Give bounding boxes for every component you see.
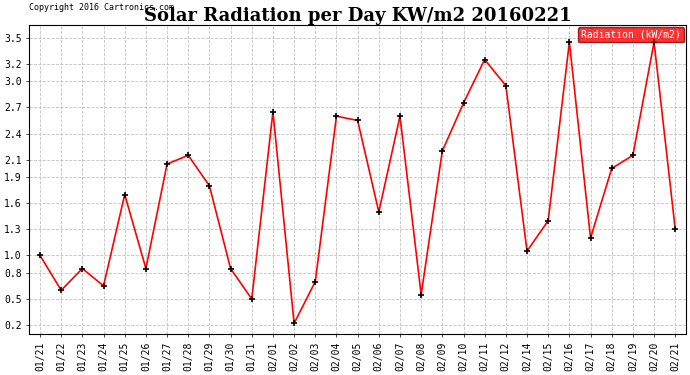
Title: Solar Radiation per Day KW/m2 20160221: Solar Radiation per Day KW/m2 20160221: [144, 6, 571, 24]
Text: Copyright 2016 Cartronics.com: Copyright 2016 Cartronics.com: [30, 3, 175, 12]
Legend: Radiation (kW/m2): Radiation (kW/m2): [578, 27, 684, 42]
